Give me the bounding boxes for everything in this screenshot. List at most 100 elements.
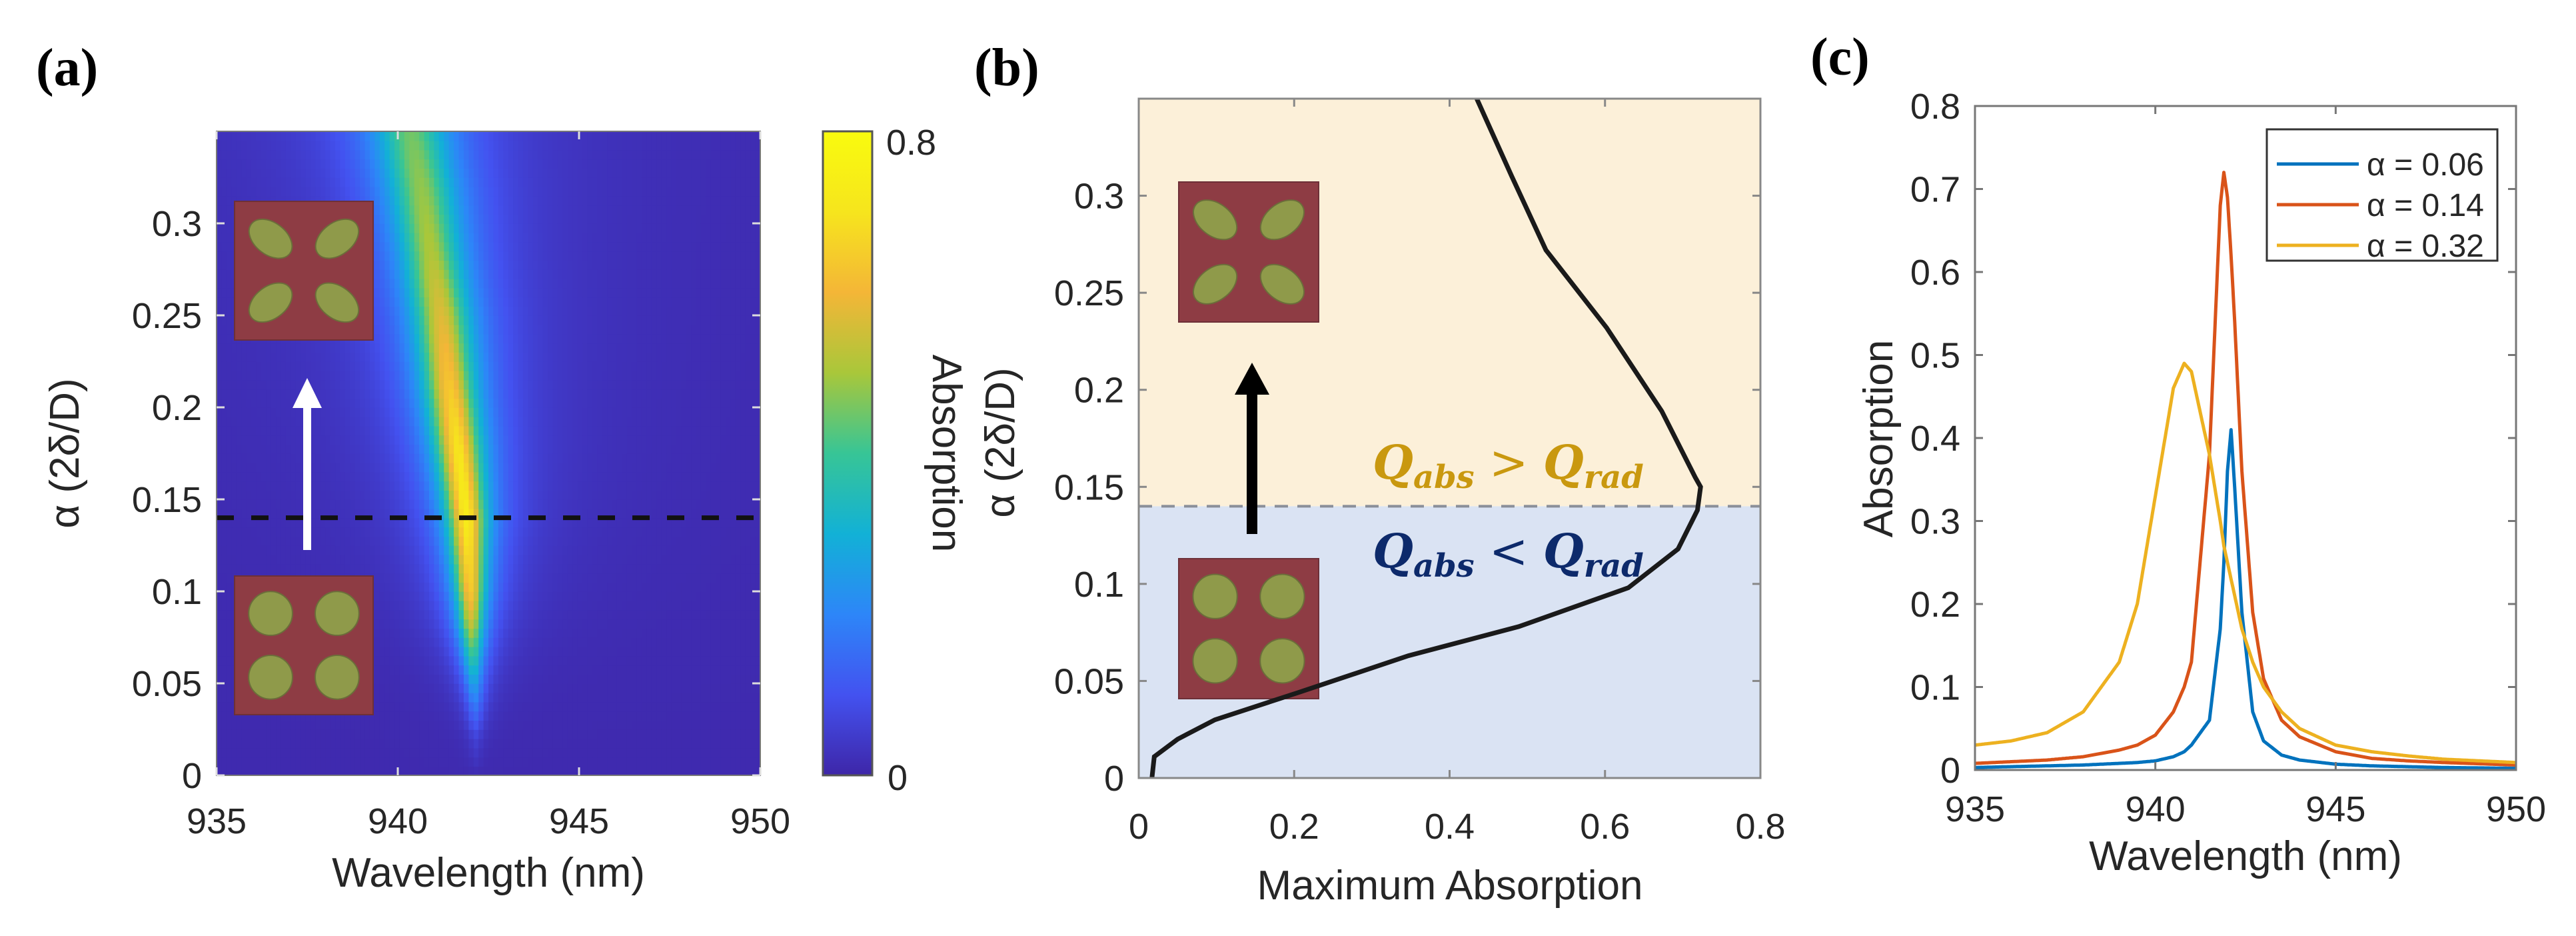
heatmap-cell: [241, 536, 247, 546]
heatmap-cell: [696, 398, 702, 408]
heatmap-cell: [498, 545, 504, 555]
heatmap-cell: [548, 591, 554, 601]
heatmap-cell: [666, 499, 672, 509]
heatmap-cell: [483, 545, 489, 555]
heatmap-cell: [528, 554, 534, 565]
heatmap-cell: [503, 591, 509, 601]
heatmap-cell: [557, 766, 564, 775]
heatmap-cell: [399, 609, 405, 620]
heatmap-cell: [364, 508, 370, 519]
heatmap-cell: [597, 711, 603, 721]
heatmap-cell: [656, 766, 662, 775]
heatmap-cell: [463, 701, 470, 712]
heatmap-cell: [246, 352, 252, 362]
heatmap-cell: [404, 747, 410, 758]
heatmap-cell: [700, 425, 707, 436]
heatmap-cell: [716, 591, 722, 601]
heatmap-cell: [379, 554, 386, 565]
heatmap-cell: [607, 508, 613, 519]
heatmap-cell: [651, 398, 658, 408]
heatmap-cell: [582, 747, 588, 758]
heatmap-cell: [320, 527, 326, 537]
heatmap-cell: [706, 490, 712, 500]
heatmap-cell: [246, 711, 252, 721]
heatmap-cell: [740, 757, 746, 767]
heatmap-cell: [478, 655, 484, 666]
heatmap-cell: [498, 729, 504, 739]
heatmap-cell: [463, 738, 470, 749]
heatmap-cell: [592, 370, 598, 381]
heatmap-cell: [384, 619, 390, 629]
heatmap-cell: [409, 720, 415, 730]
heatmap-cell: [399, 563, 405, 574]
heatmap-cell: [454, 471, 460, 482]
heatmap-cell: [542, 490, 548, 500]
heatmap-cell: [374, 453, 380, 463]
heatmap-cell: [538, 637, 544, 647]
heatmap-cell: [532, 683, 538, 693]
heatmap-cell: [344, 545, 351, 555]
heatmap-cell: [419, 508, 425, 519]
heatmap-cell: [276, 554, 282, 565]
heatmap-cell: [567, 462, 573, 473]
heatmap-cell: [330, 361, 336, 371]
heatmap-cell: [409, 591, 415, 601]
heatmap-cell: [419, 692, 425, 703]
heatmap-cell: [261, 407, 267, 417]
heatmap-cell: [488, 370, 494, 381]
heatmap-cell: [384, 757, 390, 767]
heatmap-cell: [503, 683, 509, 693]
heatmap-cell: [256, 352, 262, 362]
heatmap-cell: [444, 517, 450, 528]
heatmap-cell: [532, 655, 538, 666]
heatmap-cell: [374, 545, 380, 555]
heatmap-cell: [587, 563, 593, 574]
heatmap-cell: [612, 655, 618, 666]
heatmap-cell: [498, 637, 504, 647]
heatmap-cell: [454, 674, 460, 684]
heatmap-cell: [344, 361, 351, 371]
heatmap-cell: [483, 720, 489, 730]
heatmap-cell: [478, 407, 484, 417]
heatmap-cell: [364, 527, 370, 537]
heatmap-cell: [681, 398, 687, 408]
heatmap-cell: [438, 379, 445, 390]
heatmap-cell: [256, 379, 262, 390]
heatmap-cell: [448, 655, 454, 666]
heatmap-cell: [622, 545, 628, 555]
heatmap-cell: [463, 453, 470, 463]
heatmap-cell: [548, 527, 554, 537]
heatmap-cell: [454, 545, 460, 555]
heatmap-cell: [686, 582, 692, 592]
heatmap-cell: [261, 517, 267, 528]
heatmap-cell: [730, 490, 736, 500]
heatmap-cell: [612, 729, 618, 739]
heatmap-cell: [419, 499, 425, 509]
heatmap-cell: [572, 389, 578, 399]
heatmap-cell: [602, 582, 608, 592]
heatmap-cell: [548, 692, 554, 703]
heatmap-cell: [364, 729, 370, 739]
heatmap-cell: [632, 766, 638, 775]
heatmap-cell: [414, 646, 420, 657]
heatmap-cell: [641, 361, 648, 371]
heatmap-cell: [538, 407, 544, 417]
heatmap-cell: [745, 481, 751, 491]
heatmap-cell: [389, 655, 395, 666]
heatmap-cell: [622, 389, 628, 399]
heatmap-cell: [587, 609, 593, 620]
heatmap-cell: [508, 665, 514, 675]
heatmap-cell: [384, 701, 390, 712]
heatmap-cell: [221, 435, 227, 445]
heatmap-cell: [350, 545, 356, 555]
heatmap-cell: [696, 609, 702, 620]
heatmap-cell: [671, 655, 677, 666]
heatmap-cell: [444, 609, 450, 620]
heatmap-cell: [651, 361, 658, 371]
heatmap-cell: [291, 499, 297, 509]
heatmap-cell: [646, 665, 652, 675]
heatmap-cell: [468, 398, 474, 408]
heatmap-cell: [350, 370, 356, 381]
heatmap-cell: [616, 453, 623, 463]
heatmap-cell: [503, 609, 509, 620]
